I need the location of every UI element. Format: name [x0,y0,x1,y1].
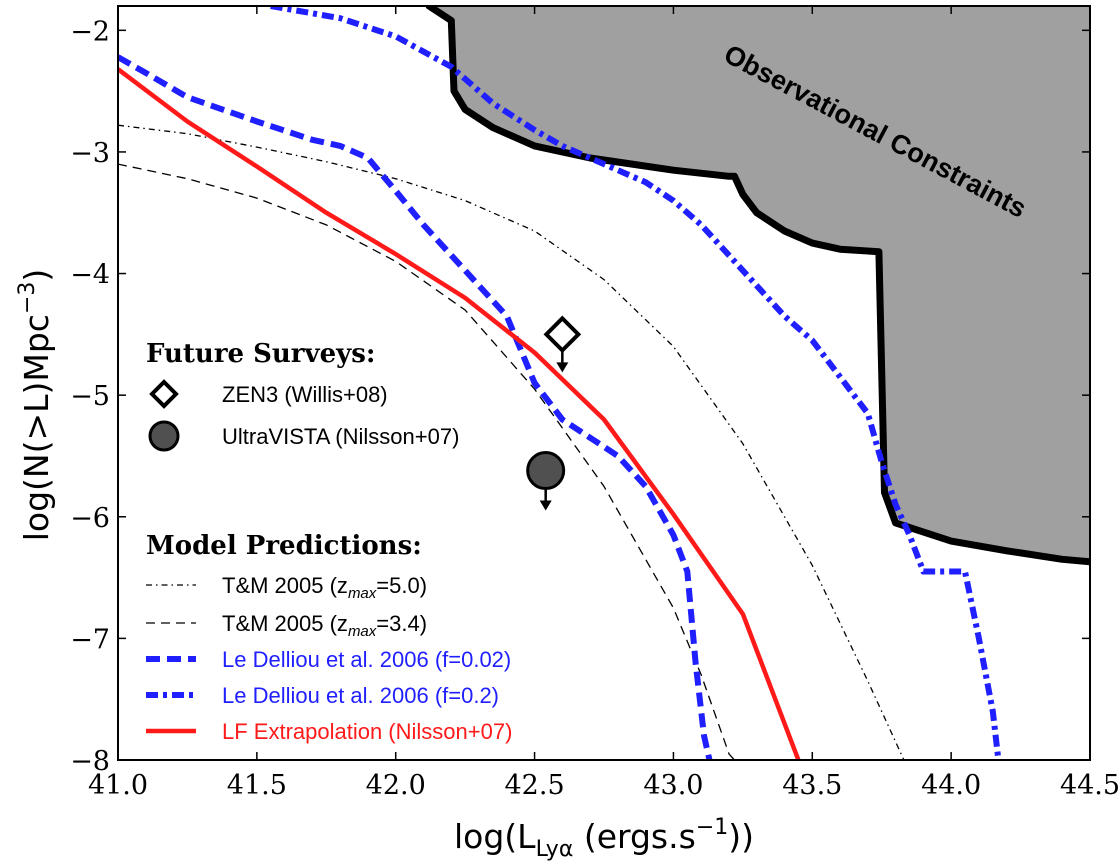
series-le-delliou-et-al-2006-f-0-2 [270,6,1002,760]
legend-ultravista-marker [148,420,180,452]
legend-tm34-label: T&M 2005 (zmax=3.4) [222,611,427,640]
series-layer [118,6,1002,760]
legend-ld02-label: Le Delliou et al. 2006 (f=0.2) [222,683,499,708]
series-lf-extrapolation-nilsson-07 [118,67,801,760]
y-tick-label: −5 [70,381,110,412]
legend-tm50-label: T&M 2005 (zmax=5.0) [222,573,427,602]
y-tick-label: −7 [70,624,110,655]
y-axis-label: log(N(>L)Mpc−3) [15,269,56,542]
x-tick-label: 42.5 [505,770,565,801]
x-tick-label: 43.5 [782,770,842,801]
y-tick-label: −8 [70,746,110,777]
series-le-delliou-et-al-2006-f-0-02 [118,54,713,760]
legend-model-predictions-title: Model Predictions: [146,531,422,561]
legend-lf-label: LF Extrapolation (Nilsson+07) [222,719,512,744]
series-t-m-2005-zmax-5-0 [118,124,905,760]
plot-frame [117,5,1091,761]
legend-zen3-marker [149,379,179,409]
legend: Future Surveys: ZEN3 (Willis+08) UltraVI… [146,339,512,744]
plot-area [118,6,1090,760]
x-tick-label: 42.0 [366,770,426,801]
x-tick-label: 41.5 [227,770,287,801]
x-tick-label: 44.5 [1060,770,1120,801]
legend-ld002-label: Le Delliou et al. 2006 (f=0.02) [222,647,511,672]
x-tick-label: 43.0 [643,770,703,801]
x-tick-label: 41.0 [88,770,148,801]
observational-constraints-region [425,6,1090,566]
marker-ultravista-nilsson-07 [526,451,566,511]
y-tick-label: −2 [70,16,110,47]
x-axis-label: log(LLyα (ergs.s−1)) [454,815,754,862]
x-tick-label: 44.0 [921,770,981,801]
legend-future-surveys-title: Future Surveys: [146,339,375,369]
legend-ultravista-label: UltraVISTA (Nilsson+07) [222,424,459,449]
y-axis: −2 −3 −4 −5 −6 −7 −8 [70,16,1090,777]
y-tick-label: −6 [70,503,110,534]
series-t-m-2005-zmax-3-4 [118,163,735,760]
legend-zen3-label: ZEN3 (Willis+08) [222,382,388,407]
marker-layer [526,315,582,511]
marker-zen3-willis-08 [543,315,582,373]
y-tick-label: −4 [70,260,110,291]
x-axis: 41.0 41.5 42.0 42.5 43.0 43.5 44.0 44.5 [88,6,1120,801]
y-tick-label: −3 [70,138,110,169]
